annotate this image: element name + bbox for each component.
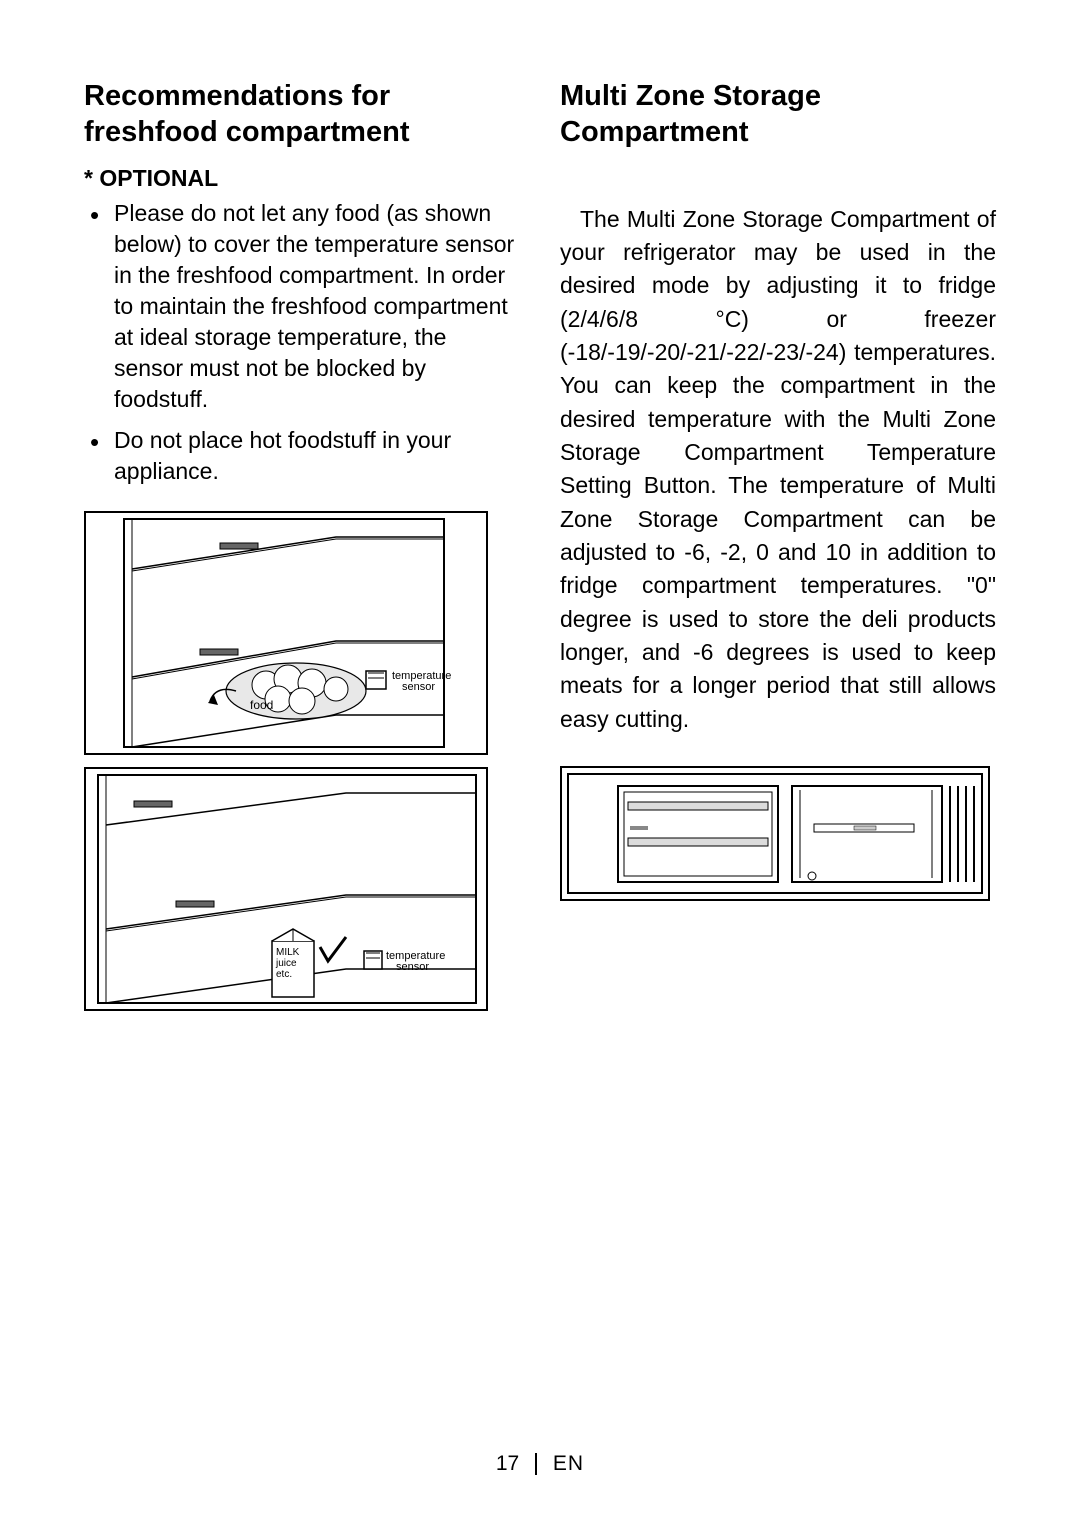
figure-multizone (560, 766, 990, 901)
right-column: Multi Zone Storage Compartment The Multi… (560, 78, 996, 1023)
left-column: Recommendations for freshfood compartmen… (84, 78, 520, 1023)
page-number: 17 (496, 1452, 519, 1475)
figure-sensor-clear: MILK juice etc. temperature sensor (84, 767, 488, 1011)
footer-separator (535, 1453, 537, 1475)
sensor-label: sensor (402, 681, 435, 693)
carton-text: juice (275, 958, 297, 969)
page-footer: 17 EN (0, 1452, 1080, 1476)
food-label: food (250, 698, 273, 712)
list-item: Do not place hot foodstuff in your appli… (84, 425, 520, 487)
list-item: Please do not let any food (as shown bel… (84, 198, 520, 415)
optional-label: * OPTIONAL (84, 165, 520, 192)
carton-text: etc. (276, 969, 292, 980)
recommendations-list: Please do not let any food (as shown bel… (84, 198, 520, 487)
content-columns: Recommendations for freshfood compartmen… (84, 78, 996, 1023)
left-heading: Recommendations for freshfood compartmen… (84, 78, 520, 151)
page-language: EN (553, 1452, 584, 1475)
right-heading: Multi Zone Storage Compartment (560, 78, 996, 151)
carton-text: MILK (276, 947, 300, 958)
right-body-text: The Multi Zone Storage Compartment of yo… (560, 203, 996, 737)
sensor-label: sensor (396, 961, 429, 973)
figure-sensor-blocked: food temperature sensor (84, 511, 488, 755)
